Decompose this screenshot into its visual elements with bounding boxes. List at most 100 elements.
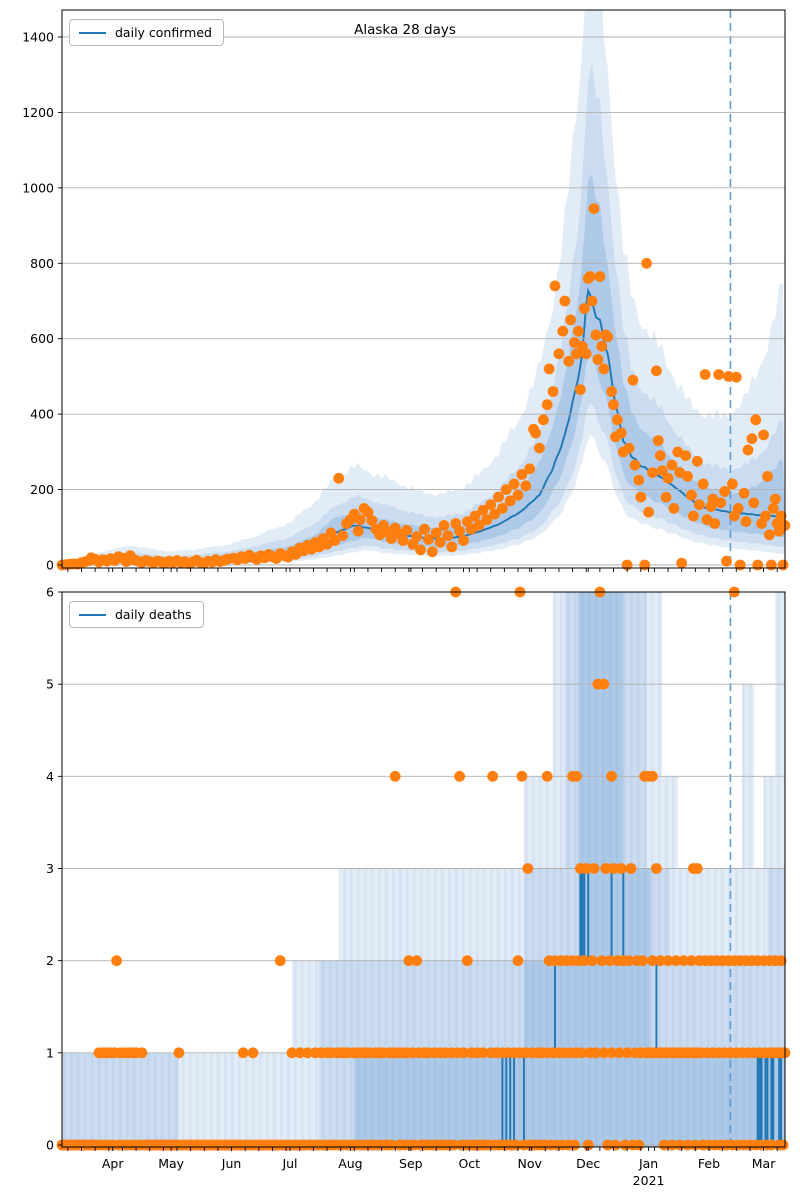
scatter-point — [530, 427, 541, 439]
scatter-point — [352, 525, 364, 537]
scatter-point — [584, 271, 596, 282]
scatter-point — [576, 1047, 588, 1059]
scatter-point — [647, 955, 658, 967]
scatter-point — [458, 535, 469, 546]
scatter-point — [446, 541, 458, 553]
scatter-point — [497, 503, 508, 514]
scatter-point — [602, 1139, 614, 1151]
scatter-point — [660, 491, 672, 503]
scatter-point — [534, 442, 545, 454]
scatter-point — [302, 1047, 313, 1059]
scatter-point — [625, 863, 637, 874]
scatter-point — [641, 257, 652, 269]
scatter-point — [686, 489, 697, 501]
scatter-point — [633, 474, 645, 486]
month-label: Jan — [638, 1156, 658, 1171]
scatter-point — [508, 478, 520, 490]
y-tick-label: 4 — [46, 769, 54, 784]
scatter-point — [477, 1047, 489, 1059]
scatter-point — [337, 530, 348, 541]
scatter-point — [680, 450, 691, 461]
scatter-point — [678, 955, 690, 967]
scatter-point — [615, 427, 627, 439]
chart-title: Alaska 28 days — [354, 22, 456, 38]
month-label: Oct — [458, 1156, 480, 1171]
top-chart-area — [62, 10, 785, 568]
month-label: Sep — [399, 1156, 423, 1171]
legend-line-sample-icon — [79, 31, 106, 34]
scatter-point — [608, 399, 619, 411]
scatter-point — [520, 480, 532, 492]
scatter-point — [608, 863, 619, 874]
scatter-point — [748, 497, 760, 509]
scatter-point — [586, 955, 598, 967]
scatter-point — [651, 863, 662, 874]
scatter-point — [411, 531, 423, 543]
scatter-point — [578, 303, 590, 314]
scatter-point — [777, 1139, 789, 1151]
legend-line-sample-icon — [79, 613, 106, 616]
scatter-point — [454, 525, 465, 537]
month-label: Apr — [102, 1156, 124, 1171]
scatter-point — [473, 520, 485, 531]
scatter-point — [493, 491, 504, 503]
month-label: Nov — [518, 1156, 543, 1171]
scatter-point — [588, 863, 600, 874]
scatter-point — [766, 1139, 777, 1151]
scatter-point — [362, 506, 374, 518]
scatter-point — [633, 1139, 645, 1151]
scatter-point — [596, 955, 608, 967]
scatter-point — [610, 1139, 621, 1151]
scatter-point — [592, 354, 604, 365]
step-band-stripes — [623, 868, 651, 1147]
scatter-point — [738, 487, 750, 499]
scatter-point — [713, 369, 725, 380]
scatter-point — [458, 1047, 469, 1059]
scatter-point — [366, 515, 378, 526]
scatter-point — [286, 1047, 298, 1059]
scatter-point — [481, 514, 493, 526]
scatter-point — [580, 348, 592, 360]
scatter-point — [612, 414, 623, 426]
step-band-stripes — [354, 1052, 524, 1147]
scatter-point — [688, 510, 699, 522]
scatter-point — [385, 1139, 397, 1151]
scatter-point — [719, 486, 730, 497]
scatter-point — [621, 1047, 633, 1059]
y-tick-label: 6 — [46, 585, 54, 600]
legend-label: daily confirmed — [115, 25, 212, 40]
scatter-point — [721, 555, 732, 567]
scatter-point — [606, 770, 617, 782]
scatter-point — [654, 955, 666, 967]
scatter-point — [643, 506, 654, 518]
scatter-point — [541, 399, 553, 411]
scatter-point — [565, 314, 576, 326]
scatter-point — [329, 535, 341, 546]
scatter-point — [333, 472, 345, 484]
scatter-point — [606, 386, 617, 397]
scatter-point — [543, 363, 555, 375]
scatter-point — [662, 955, 674, 967]
scatter-point — [742, 444, 754, 456]
scatter-point — [627, 374, 639, 386]
scatter-point — [767, 503, 779, 514]
scatter-point — [524, 463, 536, 475]
scatter-point — [448, 1139, 460, 1151]
scatter-point — [656, 465, 668, 477]
month-label: Feb — [698, 1156, 720, 1171]
scatter-point — [777, 559, 789, 571]
y-tick-label: 5 — [46, 677, 54, 692]
scatter-point — [247, 1047, 259, 1059]
legend-daily-deaths: daily deaths — [69, 601, 204, 628]
scatter-point — [732, 503, 744, 514]
y-tick-label: 0 — [46, 558, 54, 573]
scatter-point — [559, 295, 571, 307]
legend-daily-confirmed: daily confirmed — [69, 19, 224, 46]
scatter-point — [557, 325, 569, 337]
scatter-point — [652, 435, 664, 446]
y-tick-label: 2 — [46, 953, 54, 968]
scatter-point — [426, 546, 438, 558]
scatter-point — [401, 524, 413, 536]
scatter-point — [686, 955, 697, 967]
